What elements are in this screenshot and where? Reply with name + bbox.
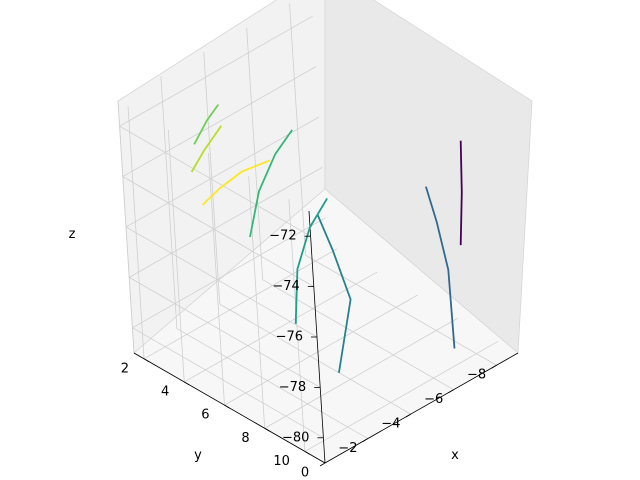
y-tick-label: 8	[241, 431, 249, 446]
grid-line-y	[304, 341, 499, 452]
grid-line-z	[122, 176, 314, 287]
data-series	[190, 104, 463, 374]
grid-line-z	[125, 226, 318, 338]
x-tick	[319, 462, 326, 467]
series-line	[249, 129, 293, 238]
series-line	[190, 125, 223, 173]
z-tick-label: −80	[282, 430, 309, 445]
grid-line-y	[224, 294, 418, 406]
grid-line-z	[125, 116, 320, 228]
tick-labels: 0 −2 −4 −6 −8 2 4 6 8 10 −72 −74 −76 −78 −80	[121, 229, 486, 480]
grid-line-x	[219, 303, 411, 415]
series-line	[316, 214, 352, 374]
x-tick-label: 0	[301, 466, 309, 480]
grid-line-z	[119, 125, 311, 237]
grid-line-y	[184, 271, 378, 383]
x-axis-label: x	[451, 448, 459, 463]
series-line	[294, 197, 328, 324]
series-line	[459, 140, 463, 246]
y-tick-label: 6	[201, 408, 209, 423]
grid-line-z	[132, 217, 326, 329]
z-tick-label: −78	[279, 380, 306, 395]
grid-line-z	[129, 167, 323, 278]
grid-line-x	[176, 328, 369, 439]
axes-panes	[117, 0, 533, 464]
z-tick-label: −74	[272, 279, 299, 294]
series-line	[193, 104, 220, 145]
y-tick	[264, 427, 270, 432]
y-tick-label: 2	[121, 361, 129, 376]
y-tick-label: 10	[273, 454, 290, 469]
z-tick-label: −72	[269, 229, 296, 244]
x-tick	[362, 438, 369, 442]
grid-line-y	[143, 248, 338, 360]
y-tick-label: 4	[161, 384, 169, 399]
grid-lines	[117, 3, 499, 464]
y-axis-label: y	[194, 448, 202, 463]
x-tick	[405, 413, 411, 418]
y-tick	[143, 358, 150, 363]
grid-line-x	[305, 254, 497, 366]
grid-line-y	[264, 317, 458, 429]
y-tick	[224, 404, 230, 409]
z-tick-label: −76	[276, 330, 303, 345]
tick-marks	[143, 235, 497, 467]
grid-line-z	[129, 277, 321, 388]
series-line	[201, 159, 270, 206]
x-tick	[491, 364, 497, 369]
grid-line-x	[262, 279, 454, 391]
x-tick-label: −2	[338, 441, 357, 456]
series-line	[425, 186, 456, 349]
x-tick-label: −6	[424, 392, 443, 407]
grid-line-z	[119, 15, 313, 127]
x-tick-label: −8	[467, 368, 486, 383]
grid-line-z	[122, 66, 316, 177]
y-tick	[184, 381, 190, 386]
x-axis-line	[324, 352, 519, 464]
x-tick	[448, 389, 454, 394]
x-tick-label: −4	[381, 417, 400, 432]
y-tick	[304, 451, 311, 455]
grid-line-z	[132, 327, 324, 439]
z-axis-label: z	[69, 227, 76, 242]
